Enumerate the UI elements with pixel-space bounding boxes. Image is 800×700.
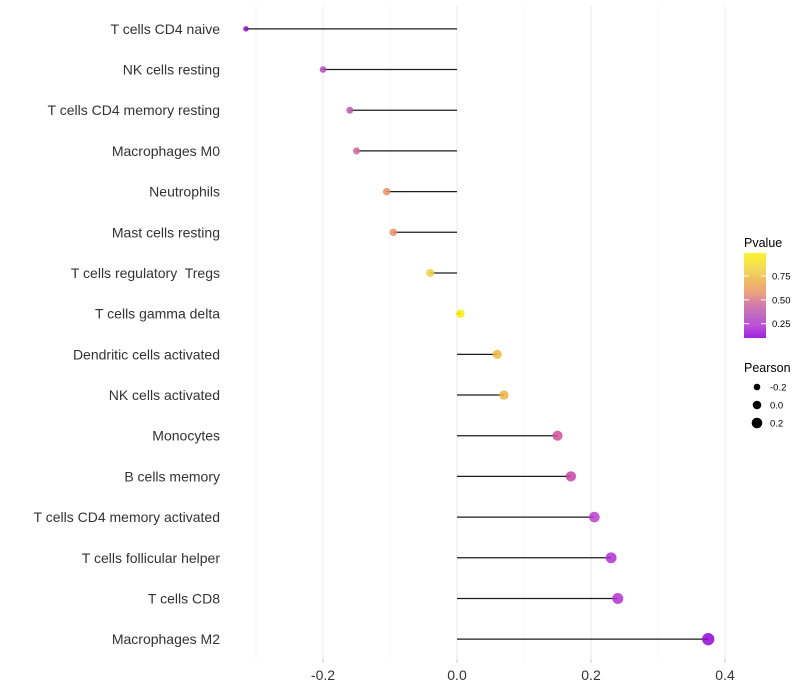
pvalue-legend-title: Pvalue — [744, 236, 782, 250]
y-axis-label: T cells CD4 memory activated — [34, 509, 220, 525]
y-axis-label: Macrophages M0 — [112, 143, 220, 159]
minor-gridlines — [255, 6, 659, 660]
major-gridlines — [322, 6, 726, 660]
pvalue-legend: Pvalue 0.75 0.50 0.25 — [744, 236, 791, 338]
pvalue-tick-label: 0.75 — [772, 271, 791, 282]
y-axis-label: T cells CD4 memory resting — [48, 102, 220, 118]
x-axis-tick-label: -0.2 — [311, 667, 335, 683]
lollipop-dot — [382, 187, 391, 196]
pearson-legend-dot — [751, 417, 763, 429]
y-axis-label: T cells follicular helper — [82, 550, 221, 566]
lollipop-dot — [589, 511, 600, 523]
pvalue-tick-label: 0.50 — [772, 295, 791, 306]
x-axis: -0.2 0.0 0.2 0.4 — [311, 659, 735, 683]
y-axis-label: Macrophages M2 — [112, 631, 220, 647]
y-axis-label: NK cells activated — [109, 387, 220, 403]
y-axis-label: T cells gamma delta — [95, 306, 220, 322]
y-axis-label: Neutrophils — [149, 184, 220, 200]
lollipop-dot — [346, 106, 354, 114]
lollipop-dot — [426, 268, 435, 278]
lollipop-dot — [702, 632, 715, 646]
y-axis-label: B cells memory — [124, 468, 220, 484]
lollipop-dot — [605, 552, 617, 564]
y-axis-label: Monocytes — [152, 428, 220, 444]
pvalue-tick-label: 0.25 — [772, 319, 791, 330]
pearson-legend-label: 0.2 — [770, 419, 783, 430]
y-axis-label: T cells CD8 — [148, 590, 220, 606]
pearson-legend-label: -0.2 — [770, 383, 786, 394]
lollipop-dot — [565, 471, 577, 482]
x-axis-tick-label: 0.0 — [447, 667, 467, 683]
lollipop-dot — [243, 26, 249, 32]
pearson-legend: Pearson -0.2 0.0 0.2 — [744, 361, 791, 430]
y-axis-label: NK cells resting — [123, 62, 220, 78]
pearson-legend-dot — [753, 383, 761, 391]
lollipop-dots — [243, 26, 715, 646]
lollipop-stems — [245, 28, 709, 640]
pearson-legend-title: Pearson — [744, 361, 791, 375]
lollipop-dot — [612, 592, 624, 604]
lollipop-dot — [319, 66, 327, 73]
lollipop-dot — [492, 349, 502, 359]
lollipop-dot — [389, 228, 398, 237]
lollipop-dot — [456, 309, 465, 318]
lollipop-dot — [499, 390, 509, 400]
x-axis-tick-label: 0.2 — [581, 667, 601, 683]
y-axis-labels: T cells CD4 naive NK cells resting T cells… — [34, 21, 221, 647]
y-axis-label: T cells regulatory Tregs — [71, 265, 220, 281]
pearson-legend-label: 0.0 — [770, 401, 783, 412]
x-axis-tick-label: 0.4 — [715, 667, 735, 683]
lollipop-dot — [552, 430, 563, 441]
pvalue-colorbar — [744, 253, 766, 338]
y-axis-label: T cells CD4 naive — [111, 21, 221, 37]
y-axis-label: Mast cells resting — [112, 224, 220, 240]
pearson-legend-dot — [752, 400, 762, 410]
y-axis-label: Dendritic cells activated — [73, 346, 220, 362]
lollipop-dot — [352, 147, 361, 155]
